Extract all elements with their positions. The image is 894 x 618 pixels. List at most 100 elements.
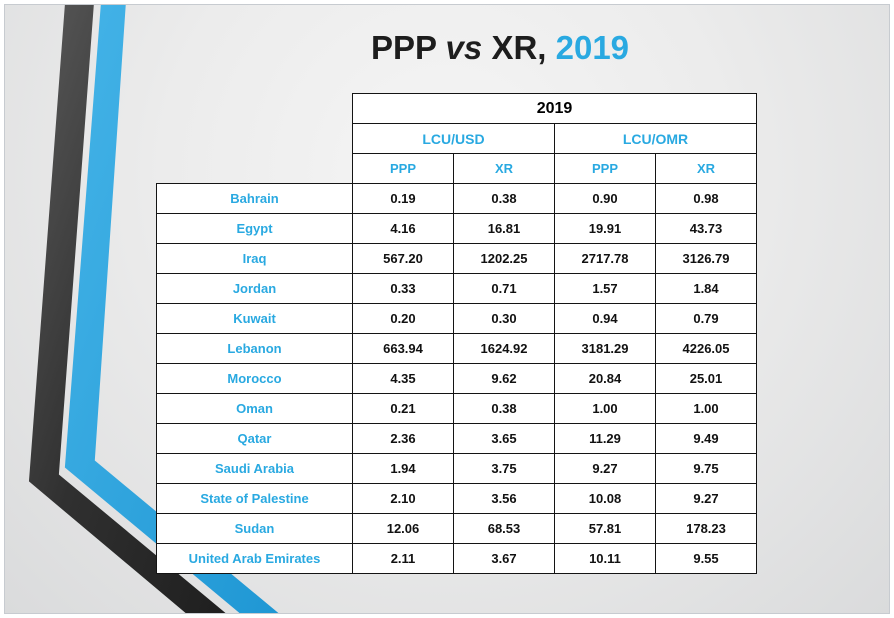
value-cell: 4.16 [352,213,454,244]
year-header-cell: 2019 [352,93,757,124]
value-cell: 10.11 [554,543,656,574]
value-cell: 57.81 [554,513,656,544]
value-cell: 0.79 [655,303,757,334]
value-cell: 11.29 [554,423,656,454]
value-cell: 3.67 [453,543,555,574]
value-cell: 43.73 [655,213,757,244]
value-cell: 663.94 [352,333,454,364]
table-row: United Arab Emirates 2.11 3.67 10.11 9.55 [156,543,757,574]
group-header-lcu-omr: LCU/OMR [554,123,757,154]
value-cell: 4.35 [352,363,454,394]
ppp-xr-table: 2019 LCU/USD LCU/OMR PPP XR PPP XR Bahra… [156,93,757,574]
value-cell: 19.91 [554,213,656,244]
value-cell: 12.06 [352,513,454,544]
country-cell: Sudan [156,513,353,544]
value-cell: 3.75 [453,453,555,484]
country-cell: Saudi Arabia [156,453,353,484]
title-xr: XR, [491,29,547,66]
value-cell: 2717.78 [554,243,656,274]
value-cell: 9.49 [655,423,757,454]
table-row: State of Palestine 2.10 3.56 10.08 9.27 [156,483,757,514]
value-cell: 1.00 [554,393,656,424]
slide-title: PPP vs XR, 2019 [111,29,889,67]
value-cell: 9.27 [655,483,757,514]
value-cell: 9.75 [655,453,757,484]
value-cell: 0.38 [453,393,555,424]
country-cell: Jordan [156,273,353,304]
value-cell: 0.19 [352,183,454,214]
table-row: Qatar 2.36 3.65 11.29 9.49 [156,423,757,454]
table-row: Jordan 0.33 0.71 1.57 1.84 [156,273,757,304]
value-cell: 0.38 [453,183,555,214]
sub-header-ppp-usd: PPP [352,153,454,184]
presentation-slide: PPP vs XR, 2019 2019 LCU/USD [4,4,890,614]
value-cell: 1.84 [655,273,757,304]
value-cell: 16.81 [453,213,555,244]
value-cell: 10.08 [554,483,656,514]
value-cell: 0.98 [655,183,757,214]
header-spacer [157,154,353,184]
title-ppp: PPP [370,29,437,66]
value-cell: 178.23 [655,513,757,544]
country-cell: State of Palestine [156,483,353,514]
table-row: Morocco 4.35 9.62 20.84 25.01 [156,363,757,394]
value-cell: 1.00 [655,393,757,424]
group-header-lcu-usd: LCU/USD [352,123,555,154]
table-row: Saudi Arabia 1.94 3.75 9.27 9.75 [156,453,757,484]
table-body: Bahrain 0.19 0.38 0.90 0.98 Egypt 4.16 16.81 19.… [156,183,757,574]
value-cell: 1624.92 [453,333,555,364]
value-cell: 567.20 [352,243,454,274]
table-row: Bahrain 0.19 0.38 0.90 0.98 [156,183,757,214]
table-row: Lebanon 663.94 1624.92 3181.29 4226.05 [156,333,757,364]
country-cell: Morocco [156,363,353,394]
year-header-row: 2019 [157,93,757,124]
value-cell: 9.27 [554,453,656,484]
value-cell: 9.55 [655,543,757,574]
value-cell: 3181.29 [554,333,656,364]
value-cell: 3.56 [453,483,555,514]
country-cell: Bahrain [156,183,353,214]
sub-header-xr-omr: XR [655,153,757,184]
value-cell: 1202.25 [453,243,555,274]
value-cell: 0.90 [554,183,656,214]
table-row: Sudan 12.06 68.53 57.81 178.23 [156,513,757,544]
sub-header-row: PPP XR PPP XR [157,153,757,184]
table-row: Iraq 567.20 1202.25 2717.78 3126.79 [156,243,757,274]
table-row: Egypt 4.16 16.81 19.91 43.73 [156,213,757,244]
table-header: 2019 LCU/USD LCU/OMR PPP XR PPP XR [157,93,757,184]
table-row: Kuwait 0.20 0.30 0.94 0.79 [156,303,757,334]
value-cell: 0.94 [554,303,656,334]
country-cell: Oman [156,393,353,424]
value-cell: 68.53 [453,513,555,544]
value-cell: 3126.79 [655,243,757,274]
value-cell: 0.20 [352,303,454,334]
header-spacer [157,94,353,124]
sub-header-ppp-omr: PPP [554,153,656,184]
country-cell: Egypt [156,213,353,244]
group-header-row: LCU/USD LCU/OMR [157,123,757,154]
country-cell: Kuwait [156,303,353,334]
table-row: Oman 0.21 0.38 1.00 1.00 [156,393,757,424]
country-cell: Qatar [156,423,353,454]
country-cell: Lebanon [156,333,353,364]
country-cell: Iraq [156,243,353,274]
value-cell: 9.62 [453,363,555,394]
title-year: 2019 [555,29,630,66]
value-cell: 25.01 [655,363,757,394]
value-cell: 2.36 [352,423,454,454]
value-cell: 1.57 [554,273,656,304]
value-cell: 20.84 [554,363,656,394]
header-spacer [157,124,353,154]
value-cell: 0.33 [352,273,454,304]
value-cell: 0.30 [453,303,555,334]
value-cell: 1.94 [352,453,454,484]
value-cell: 0.21 [352,393,454,424]
value-cell: 3.65 [453,423,555,454]
sub-header-xr-usd: XR [453,153,555,184]
value-cell: 4226.05 [655,333,757,364]
value-cell: 2.11 [352,543,454,574]
value-cell: 0.71 [453,273,555,304]
title-vs: vs [445,29,483,66]
value-cell: 2.10 [352,483,454,514]
